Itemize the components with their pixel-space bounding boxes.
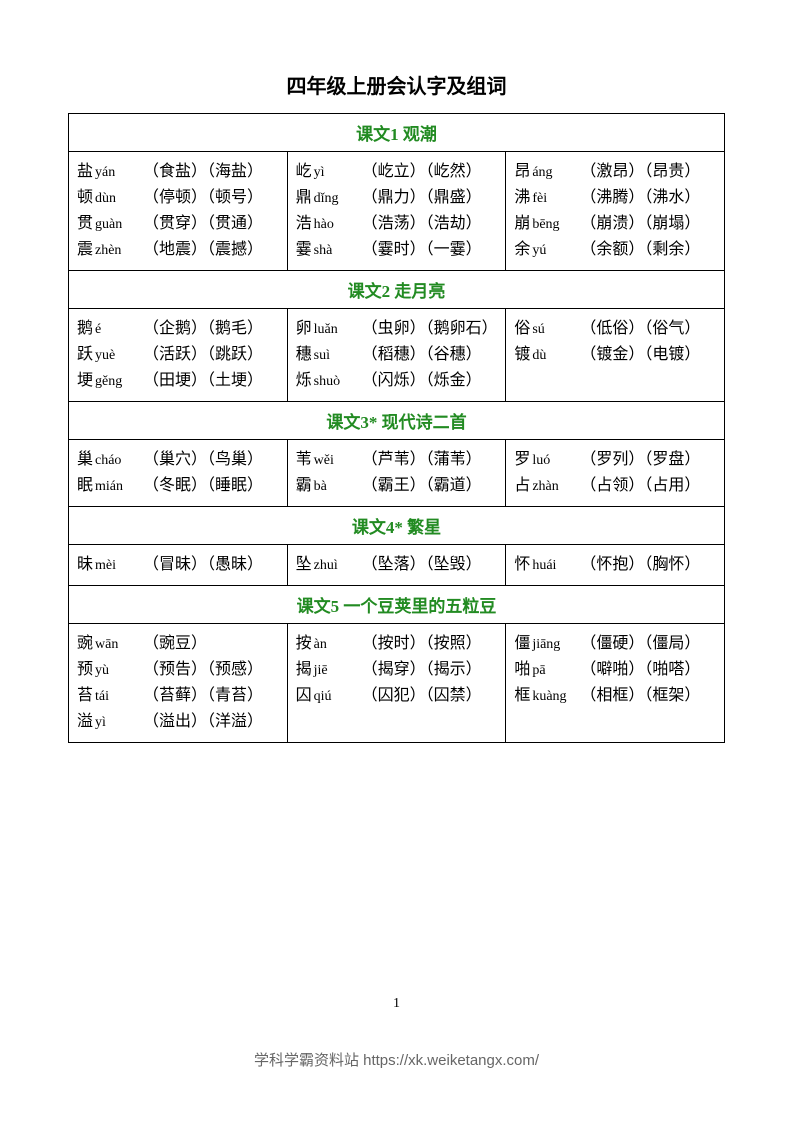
vocab-cell: 昧 mèi （冒昧）（愚昧） <box>69 545 288 586</box>
vocab-entry: 按 àn （按时）（按照） <box>296 636 500 652</box>
vocab-entry: 鹅 é （企鹅）（鹅毛） <box>77 321 281 337</box>
vocab-entry: 僵 jiāng （僵硬）（僵局） <box>514 636 718 652</box>
footer-text: 学科学霸资料站 https://xk.weiketangx.com/ <box>0 1049 793 1070</box>
vocab-cell: 坠 zhuì （坠落）（坠毁） <box>287 545 506 586</box>
vocab-entry: 霎 shà （霎时）（一霎） <box>296 242 500 258</box>
vocab-entry: 揭 jiē （揭穿）（揭示） <box>296 662 500 678</box>
vocab-cell: 盐 yán （食盐）（海盐） 顿 dùn （停顿）（顿号） 贯 guàn （贯穿）（… <box>69 152 288 271</box>
vocab-cell: 俗 sú （低俗）（俗气） 镀 dù （镀金）（电镀） <box>506 309 725 402</box>
vocab-entry: 苇 wěi （芦苇）（蒲苇） <box>296 452 500 468</box>
vocab-entry: 昧 mèi （冒昧）（愚昧） <box>77 557 281 573</box>
vocab-entry: 苔 tái （苔藓）（青苔） <box>77 688 281 704</box>
vocab-entry: 沸 fèi （沸腾）（沸水） <box>514 190 718 206</box>
vocab-cell: 卵 luǎn （虫卵）（鹅卵石） 穗 suì （稻穗）（谷穗） 烁 shuò （闪烁… <box>287 309 506 402</box>
vocab-entry: 镀 dù （镀金）（电镀） <box>514 347 718 363</box>
section-header: 课文4* 繁星 <box>69 507 725 545</box>
section-header: 课文1 观潮 <box>69 114 725 152</box>
vocab-entry: 顿 dùn （停顿）（顿号） <box>77 190 281 206</box>
vocab-entry: 盐 yán （食盐）（海盐） <box>77 164 281 180</box>
vocab-entry: 俗 sú （低俗）（俗气） <box>514 321 718 337</box>
vocab-cell: 昂 áng （激昂）（昂贵） 沸 fèi （沸腾）（沸水） 崩 bēng （崩溃）（… <box>506 152 725 271</box>
vocab-entry: 鼎 dǐng （鼎力）（鼎盛） <box>296 190 500 206</box>
vocab-entry: 跃 yuè （活跃）（跳跃） <box>77 347 281 363</box>
vocab-cell: 罗 luó （罗列）（罗盘） 占 zhàn （占领）（占用） <box>506 440 725 507</box>
vocab-entry: 框 kuàng （相框）（框架） <box>514 688 718 704</box>
vocab-entry: 怀 huái （怀抱）（胸怀） <box>514 557 718 573</box>
vocab-cell: 苇 wěi （芦苇）（蒲苇） 霸 bà （霸王）（霸道） <box>287 440 506 507</box>
vocab-entry: 囚 qiú （囚犯）（囚禁） <box>296 688 500 704</box>
vocab-cell: 僵 jiāng （僵硬）（僵局） 啪 pā （噼啪）（啪嗒） 框 kuàng （相框… <box>506 624 725 743</box>
vocab-entry: 屹 yì （屹立）（屹然） <box>296 164 500 180</box>
vocab-entry: 霸 bà （霸王）（霸道） <box>296 478 500 494</box>
vocab-entry: 穗 suì （稻穗）（谷穗） <box>296 347 500 363</box>
vocab-cell: 按 àn （按时）（按照） 揭 jiē （揭穿）（揭示） 囚 qiú （囚犯）（囚禁… <box>287 624 506 743</box>
vocab-entry: 罗 luó （罗列）（罗盘） <box>514 452 718 468</box>
vocab-entry: 埂 gěng （田埂）（土埂） <box>77 373 281 389</box>
vocab-entry: 溢 yì （溢出）（洋溢） <box>77 714 281 730</box>
vocab-entry: 巢 cháo （巢穴）（鸟巢） <box>77 452 281 468</box>
vocab-entry: 预 yù （预告）（预感） <box>77 662 281 678</box>
page-number: 1 <box>0 996 793 1012</box>
vocab-entry: 豌 wān （豌豆） <box>77 636 281 652</box>
vocab-entry: 烁 shuò （闪烁）（烁金） <box>296 373 500 389</box>
vocab-table: 课文1 观潮盐 yán （食盐）（海盐） 顿 dùn （停顿）（顿号） 贯 guàn… <box>68 113 725 743</box>
vocab-entry: 卵 luǎn （虫卵）（鹅卵石） <box>296 321 500 337</box>
vocab-entry: 余 yú （余额）（剩余） <box>514 242 718 258</box>
vocab-entry: 浩 hào （浩荡）（浩劫） <box>296 216 500 232</box>
vocab-cell: 豌 wān （豌豆） 预 yù （预告）（预感） 苔 tái （苔藓）（青苔） 溢 y… <box>69 624 288 743</box>
vocab-cell: 怀 huái （怀抱）（胸怀） <box>506 545 725 586</box>
vocab-entry: 震 zhèn （地震）（震撼） <box>77 242 281 258</box>
section-header: 课文5 一个豆荚里的五粒豆 <box>69 586 725 624</box>
section-header: 课文2 走月亮 <box>69 271 725 309</box>
vocab-entry: 贯 guàn （贯穿）（贯通） <box>77 216 281 232</box>
vocab-entry: 眠 mián （冬眠）（睡眠） <box>77 478 281 494</box>
vocab-entry: 占 zhàn （占领）（占用） <box>514 478 718 494</box>
vocab-cell: 鹅 é （企鹅）（鹅毛） 跃 yuè （活跃）（跳跃） 埂 gěng （田埂）（土埂… <box>69 309 288 402</box>
vocab-cell: 巢 cháo （巢穴）（鸟巢） 眠 mián （冬眠）（睡眠） <box>69 440 288 507</box>
page-title: 四年级上册会认字及组词 <box>68 70 725 99</box>
vocab-entry: 啪 pā （噼啪）（啪嗒） <box>514 662 718 678</box>
vocab-entry: 坠 zhuì （坠落）（坠毁） <box>296 557 500 573</box>
vocab-cell: 屹 yì （屹立）（屹然） 鼎 dǐng （鼎力）（鼎盛） 浩 hào （浩荡）（浩… <box>287 152 506 271</box>
vocab-entry: 昂 áng （激昂）（昂贵） <box>514 164 718 180</box>
vocab-entry: 崩 bēng （崩溃）（崩塌） <box>514 216 718 232</box>
section-header: 课文3* 现代诗二首 <box>69 402 725 440</box>
